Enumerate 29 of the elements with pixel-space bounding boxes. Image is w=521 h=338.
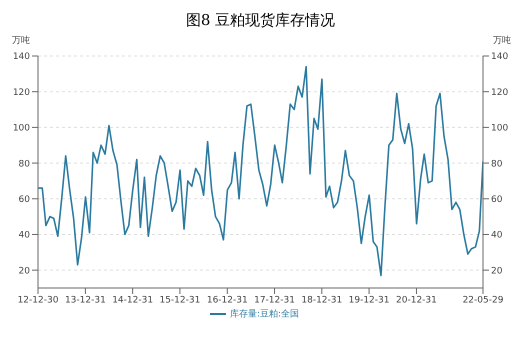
legend-label: 库存量:豆粕:全国 xyxy=(230,309,300,320)
x-tick-label: 22-05-29 xyxy=(462,295,504,306)
chart-title: 图8 豆粕现货库存情况 xyxy=(184,10,336,31)
x-tick-label: 15-12-31 xyxy=(159,295,200,306)
x-tick-label: 16-12-31 xyxy=(206,295,248,306)
y2-tick-label: 60 xyxy=(491,194,503,205)
x-tick-label: 13-12-31 xyxy=(64,295,106,306)
y-tick-label: 20 xyxy=(18,266,30,276)
y-tick-label: 100 xyxy=(12,124,30,134)
x-tick-label: 14-12-31 xyxy=(112,295,154,306)
x-tick-label: 18-12-31 xyxy=(301,295,342,306)
y-axis-title: 万吨 xyxy=(12,34,30,47)
y2-tick-label: 100 xyxy=(491,124,508,134)
y2-tick-label: 40 xyxy=(491,230,503,241)
y2-tick-label: 20 xyxy=(491,266,503,276)
y2-axis-title: 万吨 xyxy=(493,34,511,47)
y2-tick-label: 140 xyxy=(491,52,508,62)
y-tick-label: 120 xyxy=(12,88,30,98)
line-series xyxy=(38,66,483,276)
y-tick-label: 40 xyxy=(18,230,30,241)
y2-tick-label: 80 xyxy=(491,159,503,170)
y2-tick-label: 120 xyxy=(491,88,508,98)
x-tick-label: 20-12-31 xyxy=(396,295,437,306)
x-tick-label: 12-12-30 xyxy=(18,295,59,306)
x-tick-label: 17-12-31 xyxy=(254,295,295,306)
y-tick-label: 80 xyxy=(18,159,30,170)
x-tick-label: 19-12-31 xyxy=(348,295,390,306)
y-tick-label: 60 xyxy=(18,194,30,205)
y-tick-label: 140 xyxy=(12,52,30,62)
